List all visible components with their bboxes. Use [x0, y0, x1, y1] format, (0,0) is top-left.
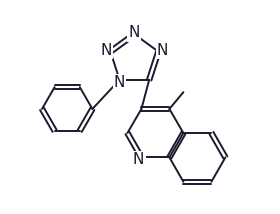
Text: N: N: [114, 75, 125, 90]
Text: N: N: [133, 152, 144, 167]
Text: N: N: [157, 43, 168, 58]
Text: N: N: [129, 25, 140, 40]
Text: N: N: [101, 43, 112, 58]
